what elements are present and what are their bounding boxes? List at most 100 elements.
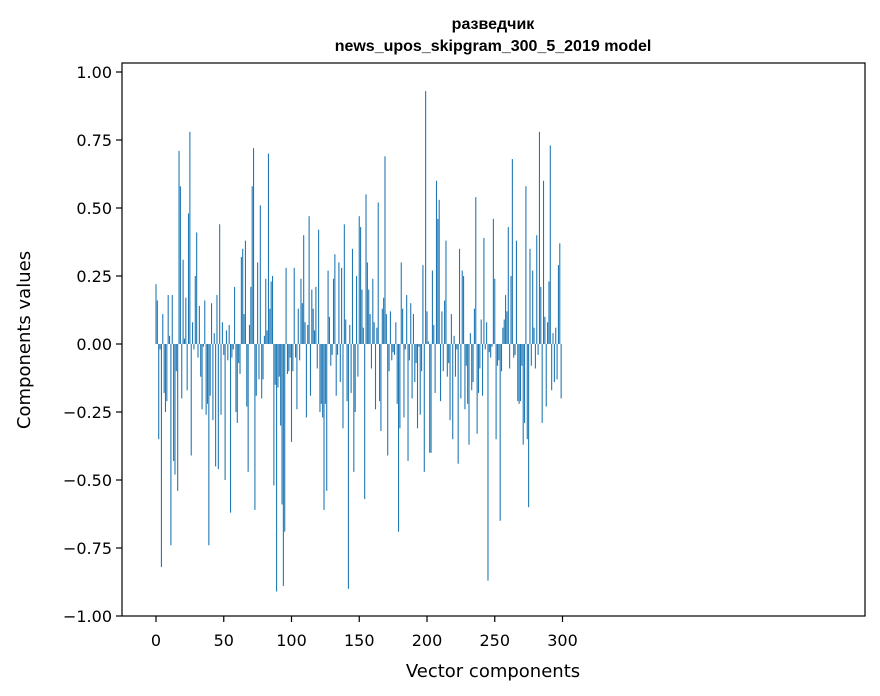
y-axis-label: Components values [14,251,35,429]
bar [217,344,219,470]
bar [528,344,530,508]
y-tick-label: −0.25 [63,403,112,422]
x-tick-label: 200 [412,631,443,650]
bar [526,344,528,440]
x-axis-ticks: 0 50 100 150 200 250 300 [151,616,578,650]
bar [167,295,169,344]
bar [457,344,459,464]
bar [421,344,423,372]
y-tick-label: 0.50 [76,199,112,218]
bar [196,232,198,344]
bar [525,186,527,344]
bar [227,344,229,361]
bar [364,344,366,500]
bar [548,281,550,344]
bar [299,344,301,361]
bar [280,344,282,426]
bar [429,344,431,453]
bar [361,289,363,344]
bar [163,344,165,393]
y-tick-label: 0.00 [76,335,112,354]
bar [551,344,553,391]
bar [559,243,561,344]
bar [242,248,244,344]
bar [278,344,280,377]
bar [370,344,372,369]
bar [225,330,227,344]
bar [510,276,512,344]
bar [238,344,240,364]
bar [427,341,429,344]
bar [472,344,474,383]
bar [194,276,196,344]
bar [204,300,206,344]
bar [376,327,378,344]
bar [288,344,290,372]
bar [373,322,375,344]
bar [506,311,508,344]
bar [334,254,336,344]
bar [446,344,448,377]
bar [213,333,215,344]
bar [403,344,405,418]
bar [415,344,417,364]
bar [286,344,288,374]
bar [304,322,306,344]
bar [411,344,413,399]
bar [247,344,249,472]
bar [494,278,496,344]
bar [158,344,160,440]
bar [412,314,414,344]
bar [381,308,383,344]
bar [235,344,237,412]
bar [387,344,389,456]
bar [368,289,370,344]
bar [379,344,381,402]
bar [182,259,184,344]
y-tick-label: −1.00 [63,607,112,626]
bar [346,344,348,402]
bar [480,319,482,344]
bar [312,308,314,344]
bar [490,344,492,358]
bar [532,270,534,344]
bar [391,344,393,361]
bar [360,227,362,344]
bar [555,327,557,344]
bar [518,344,520,404]
bar [388,344,390,372]
bar [246,344,248,407]
y-tick-label: 1.00 [76,63,112,82]
bar [396,344,398,404]
bar [556,344,558,380]
bar [269,308,271,344]
bar [365,194,367,344]
bar [362,327,364,344]
bar [492,218,494,344]
bar [414,344,416,383]
bar [400,262,402,344]
bar [185,297,187,344]
bar [261,344,263,399]
bar [315,286,317,344]
bar [305,344,307,418]
bar [369,314,371,344]
bar [475,197,477,344]
bar [331,344,333,355]
bar [445,240,447,344]
bar [297,308,299,344]
bar [452,344,454,440]
bar [422,265,424,344]
bar [337,344,339,355]
bar [270,281,272,344]
bar [221,322,223,344]
x-tick-label: 100 [276,631,307,650]
bar [366,262,368,344]
bar [155,284,157,344]
bar [521,344,523,366]
bar [187,213,190,344]
bar [406,295,408,344]
bar [503,319,505,344]
bar [557,265,559,344]
